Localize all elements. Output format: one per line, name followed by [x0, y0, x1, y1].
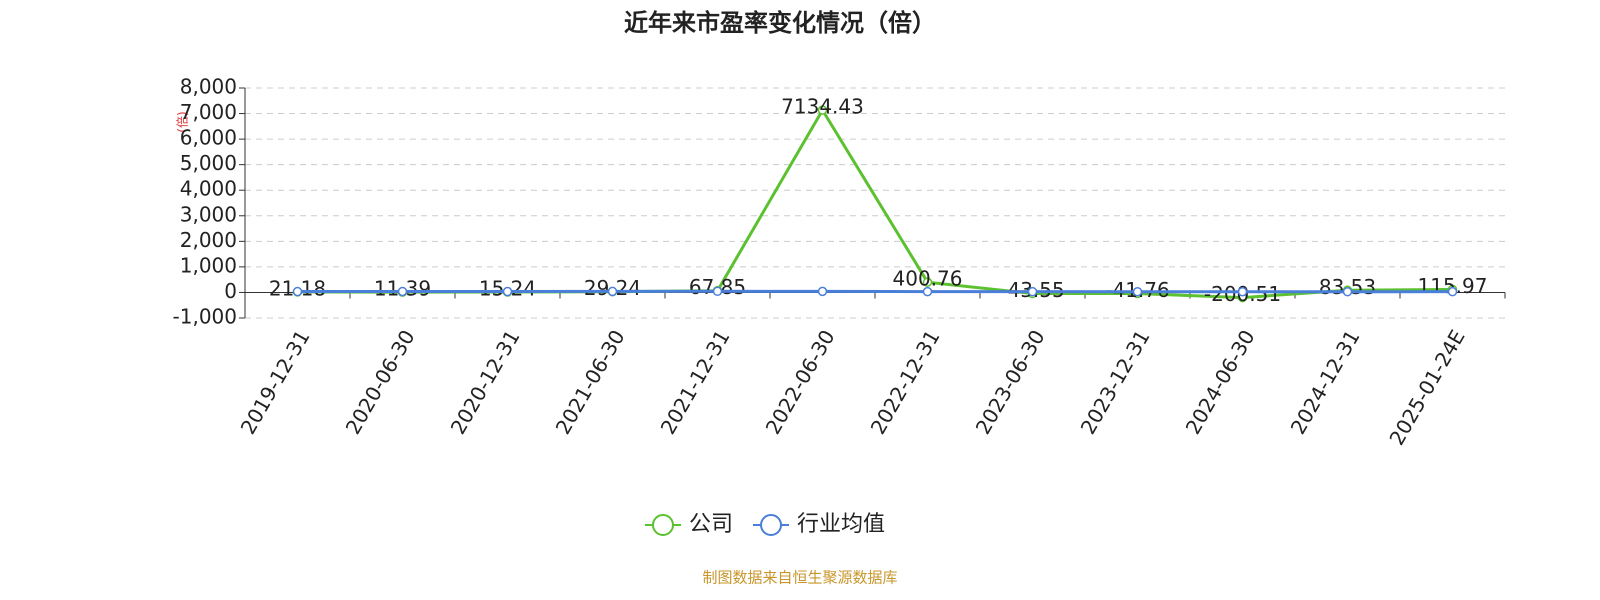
- y-tick-label: 5,000: [180, 151, 237, 175]
- y-tick-label: 6,000: [180, 126, 237, 150]
- data-label: 7134.43: [781, 95, 864, 119]
- data-point: [817, 286, 828, 297]
- data-point: [607, 286, 618, 297]
- data-point: [1447, 286, 1458, 297]
- legend-marker: [652, 514, 674, 536]
- data-point: [502, 286, 513, 297]
- y-tick-label: 8,000: [180, 75, 237, 99]
- x-tick-label: 2021-12-31: [656, 326, 735, 439]
- y-tick-label: 4,000: [180, 177, 237, 201]
- x-tick-label: 2021-06-30: [551, 326, 630, 439]
- x-tick-label: 2020-12-31: [446, 326, 525, 439]
- data-point: [1132, 286, 1143, 297]
- x-tick-label: 2019-12-31: [236, 326, 315, 439]
- x-tick-label: 2024-06-30: [1181, 326, 1260, 439]
- data-point: [1237, 287, 1248, 297]
- x-tick-label: 2023-06-30: [971, 326, 1050, 439]
- y-tick-label: -1,000: [173, 305, 237, 329]
- y-tick-label: 0: [224, 279, 237, 303]
- data-point: [1342, 286, 1353, 297]
- x-tick-label: 2022-12-31: [866, 326, 945, 439]
- y-tick-label: 2,000: [180, 228, 237, 252]
- series-line: [297, 107, 1453, 300]
- chart-title: 近年来市盈率变化情况（倍）: [624, 9, 936, 37]
- x-tick-label: 2025-01-24E: [1384, 326, 1469, 450]
- source-note: 制图数据来自恒生聚源数据库: [702, 569, 897, 587]
- y-tick-label: 7,000: [180, 100, 237, 124]
- x-tick-label: 2020-06-30: [341, 326, 420, 439]
- y-tick-label: 1,000: [180, 253, 237, 277]
- data-label: 400.76: [893, 267, 963, 291]
- x-tick-label: 2023-12-31: [1076, 326, 1155, 439]
- legend-label: 公司: [689, 512, 733, 537]
- data-point: [1027, 286, 1038, 297]
- data-point: [712, 286, 723, 297]
- data-point: [922, 286, 933, 297]
- data-point: [292, 286, 303, 297]
- data-point: [817, 105, 828, 115]
- legend-label: 行业均值: [797, 512, 885, 537]
- data-point: [922, 277, 933, 287]
- data-point: [397, 286, 408, 297]
- y-axis-label: (倍): [175, 111, 190, 132]
- x-tick-label: 2024-12-31: [1286, 326, 1365, 439]
- legend-marker: [760, 514, 783, 536]
- x-tick-label: 2022-06-30: [761, 326, 840, 439]
- y-tick-label: 3,000: [180, 202, 237, 226]
